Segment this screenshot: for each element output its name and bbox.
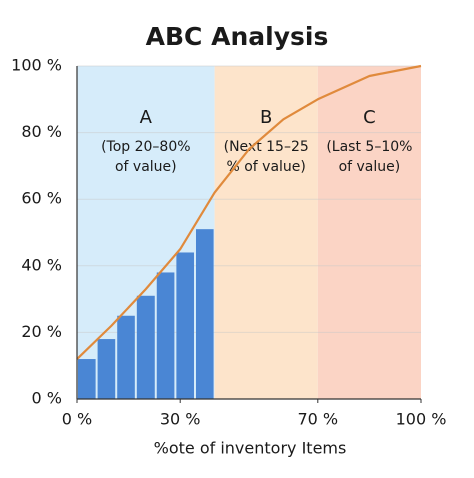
region-text: of value) [115,159,177,175]
bar [97,339,116,399]
bar [117,315,135,399]
region [214,66,318,399]
cumulative-curve [76,64,422,360]
region-name: B [260,107,272,128]
x-tick-label: 100 % [396,410,447,429]
region-text: (Next 15–25 [224,139,309,155]
region-text: % of value) [226,159,305,175]
y-tick-label: 100 % [11,56,62,75]
x-tick-label: 30 % [160,410,201,429]
region-name: A [140,107,153,128]
bar [78,359,96,399]
chart-title: ABC Analysis [146,22,329,51]
y-tick-label: 60 % [21,189,62,208]
x-axis-label: %ote of inventory Items [154,439,347,458]
y-tick-label: 80 % [21,122,62,141]
x-tick-label: 0 % [62,410,92,429]
bar [136,295,155,399]
y-tick-label: 40 % [21,255,62,274]
region-text: (Top 20–80% [101,139,190,155]
bar [176,252,194,399]
y-tick-label: 20 % [21,322,62,341]
x-tick-label: 70 % [297,410,338,429]
region-name: C [363,107,376,128]
region [317,66,421,399]
y-tick-label: 0 % [32,389,62,408]
bar [195,229,214,399]
region-text: (Last 5–10% [326,139,412,155]
bar [156,272,175,399]
region-text: of value) [339,159,401,175]
